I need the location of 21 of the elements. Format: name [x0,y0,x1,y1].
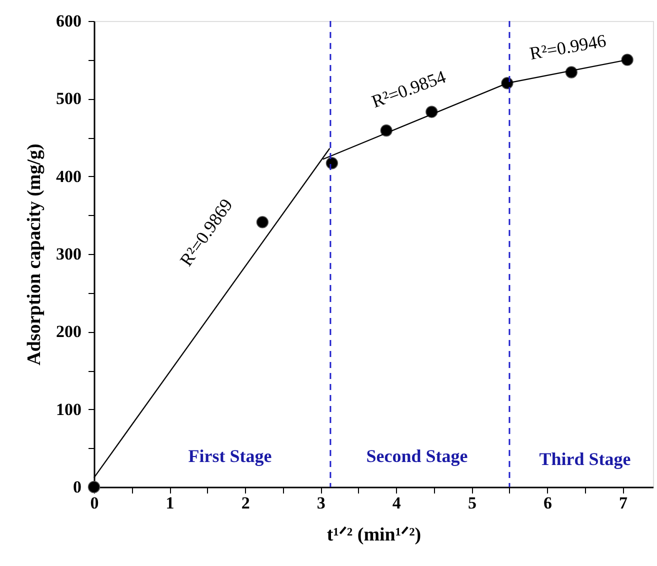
annotation: First Stage [188,446,272,466]
x-tick-label: 5 [468,494,476,512]
x-tick-label: 4 [392,494,402,512]
annotation: Third Stage [539,449,631,469]
y-tick-label: 500 [56,89,82,108]
x-tick-label: 7 [619,494,628,512]
y-tick-label: 300 [56,244,82,264]
y-tick-label: 100 [56,400,82,419]
x-tick-label: 6 [543,494,552,512]
x-tick-label: 0 [90,494,99,512]
y-axis-title: Adsorption capacity (mg/g) [24,144,45,366]
annotation: R²=0.9946 [528,30,608,64]
x-tick-label: 3 [316,494,326,512]
y-tick-label: 400 [56,166,82,186]
x-tick-label: 2 [241,494,250,512]
y-tick-label: 600 [56,12,82,30]
x-axis-title: t¹ᐟ² (min¹ᐟ²) [326,524,422,546]
annotation: Second Stage [366,446,468,466]
y-tick-label: 200 [56,322,82,342]
x-tick-label: 1 [166,494,174,512]
y-tick-label: 0 [73,478,82,496]
